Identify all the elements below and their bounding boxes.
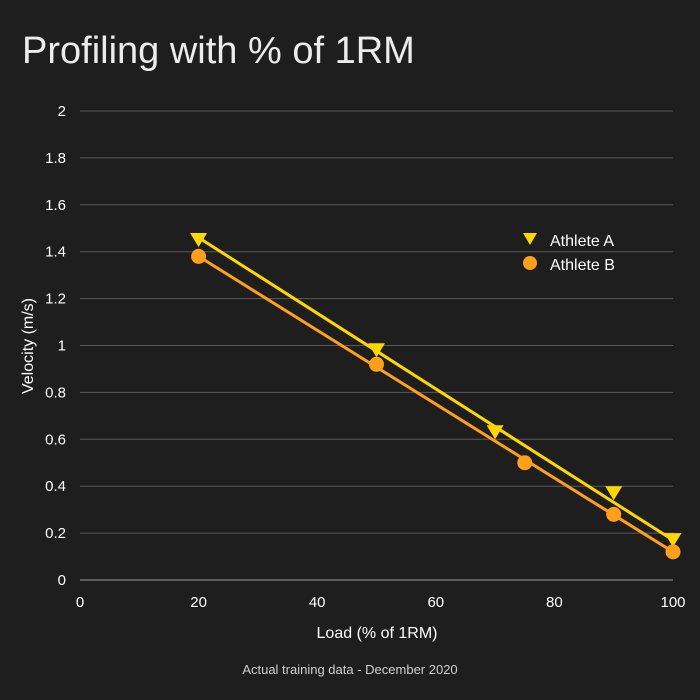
- x-axis-label: Load (% of 1RM): [317, 625, 438, 642]
- x-tick-labels: 0 20 40 60 80 100: [76, 594, 686, 611]
- point-athlete-a: [190, 232, 208, 247]
- y-tick-label: 1.4: [45, 244, 66, 261]
- point-athlete-b: [191, 248, 207, 264]
- data-points: [190, 232, 682, 560]
- point-athlete-b: [606, 506, 622, 522]
- point-athlete-b: [369, 356, 384, 372]
- x-tick-label: 100: [660, 594, 685, 611]
- point-athlete-b: [517, 455, 533, 471]
- x-tick-label: 20: [190, 594, 207, 611]
- legend-marker-athlete-a: [523, 233, 537, 245]
- x-tick-label: 0: [76, 594, 84, 611]
- x-tick-label: 40: [309, 594, 326, 611]
- point-athlete-a: [664, 533, 682, 548]
- trendline-athlete-b: [197, 255, 674, 554]
- point-athlete-a: [486, 425, 504, 440]
- footnote: Actual training data - December 2020: [242, 662, 457, 677]
- legend-label-athlete-a: Athlete A: [550, 233, 614, 250]
- y-tick-label: 0.2: [45, 525, 66, 542]
- legend: Athlete A Athlete B: [523, 233, 615, 274]
- point-athlete-b: [665, 544, 681, 560]
- y-tick-label: 0.4: [45, 478, 66, 495]
- y-tick-label: 2: [58, 103, 66, 120]
- legend-label-athlete-b: Athlete B: [550, 257, 615, 274]
- y-tick-label: 1.8: [45, 150, 66, 167]
- y-tick-label: 0: [58, 572, 66, 589]
- point-athlete-a: [368, 343, 385, 358]
- gridlines: [80, 110, 673, 534]
- y-tick-label: 1: [58, 338, 66, 355]
- trendline-athlete-a: [197, 236, 674, 542]
- chart-title: Profiling with % of 1RM: [22, 30, 415, 72]
- trendlines: [197, 236, 674, 554]
- x-tick-label: 80: [546, 594, 563, 611]
- y-axis-label: Velocity (m/s): [20, 298, 37, 394]
- y-tick-label: 1.6: [45, 197, 66, 214]
- y-tick-labels: 0 0.2 0.4 0.6 0.8 1 1.2 1.4 1.6 1.8 2: [45, 103, 66, 589]
- point-athlete-a: [605, 486, 623, 501]
- y-tick-label: 1.2: [45, 291, 66, 308]
- x-tick-label: 60: [427, 594, 444, 611]
- legend-marker-athlete-b: [523, 256, 537, 270]
- y-tick-label: 0.8: [45, 384, 66, 401]
- y-tick-label: 0.6: [45, 431, 66, 448]
